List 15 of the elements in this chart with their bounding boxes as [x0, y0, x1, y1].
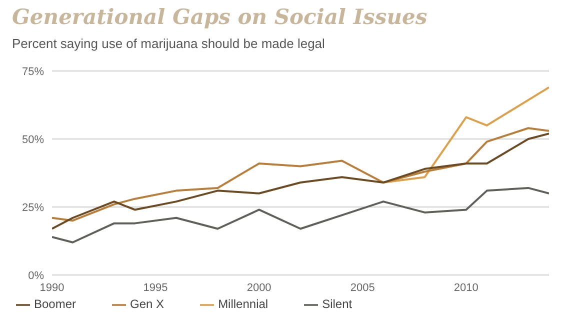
y-tick-label: 75%: [22, 66, 44, 78]
chart-title: Generational Gaps on Social Issues: [12, 4, 428, 29]
y-tick-label: 50%: [22, 134, 44, 146]
x-tick-label: 1990: [40, 282, 64, 294]
x-tick-label: 2010: [454, 282, 478, 294]
chart-subtitle: Percent saying use of marijuana should be made legal: [12, 36, 325, 51]
y-tick-label: 0%: [28, 270, 44, 282]
x-tick-label: 2000: [246, 282, 272, 294]
x-tick-label: 1995: [143, 282, 168, 294]
x-tick-label: 2005: [350, 282, 375, 294]
legend-label: Gen X: [130, 297, 164, 311]
legend-label: Millennial: [218, 297, 268, 311]
legend-label: Boomer: [34, 297, 76, 311]
y-tick-label: 25%: [22, 202, 44, 214]
legend-label: Silent: [322, 297, 352, 311]
